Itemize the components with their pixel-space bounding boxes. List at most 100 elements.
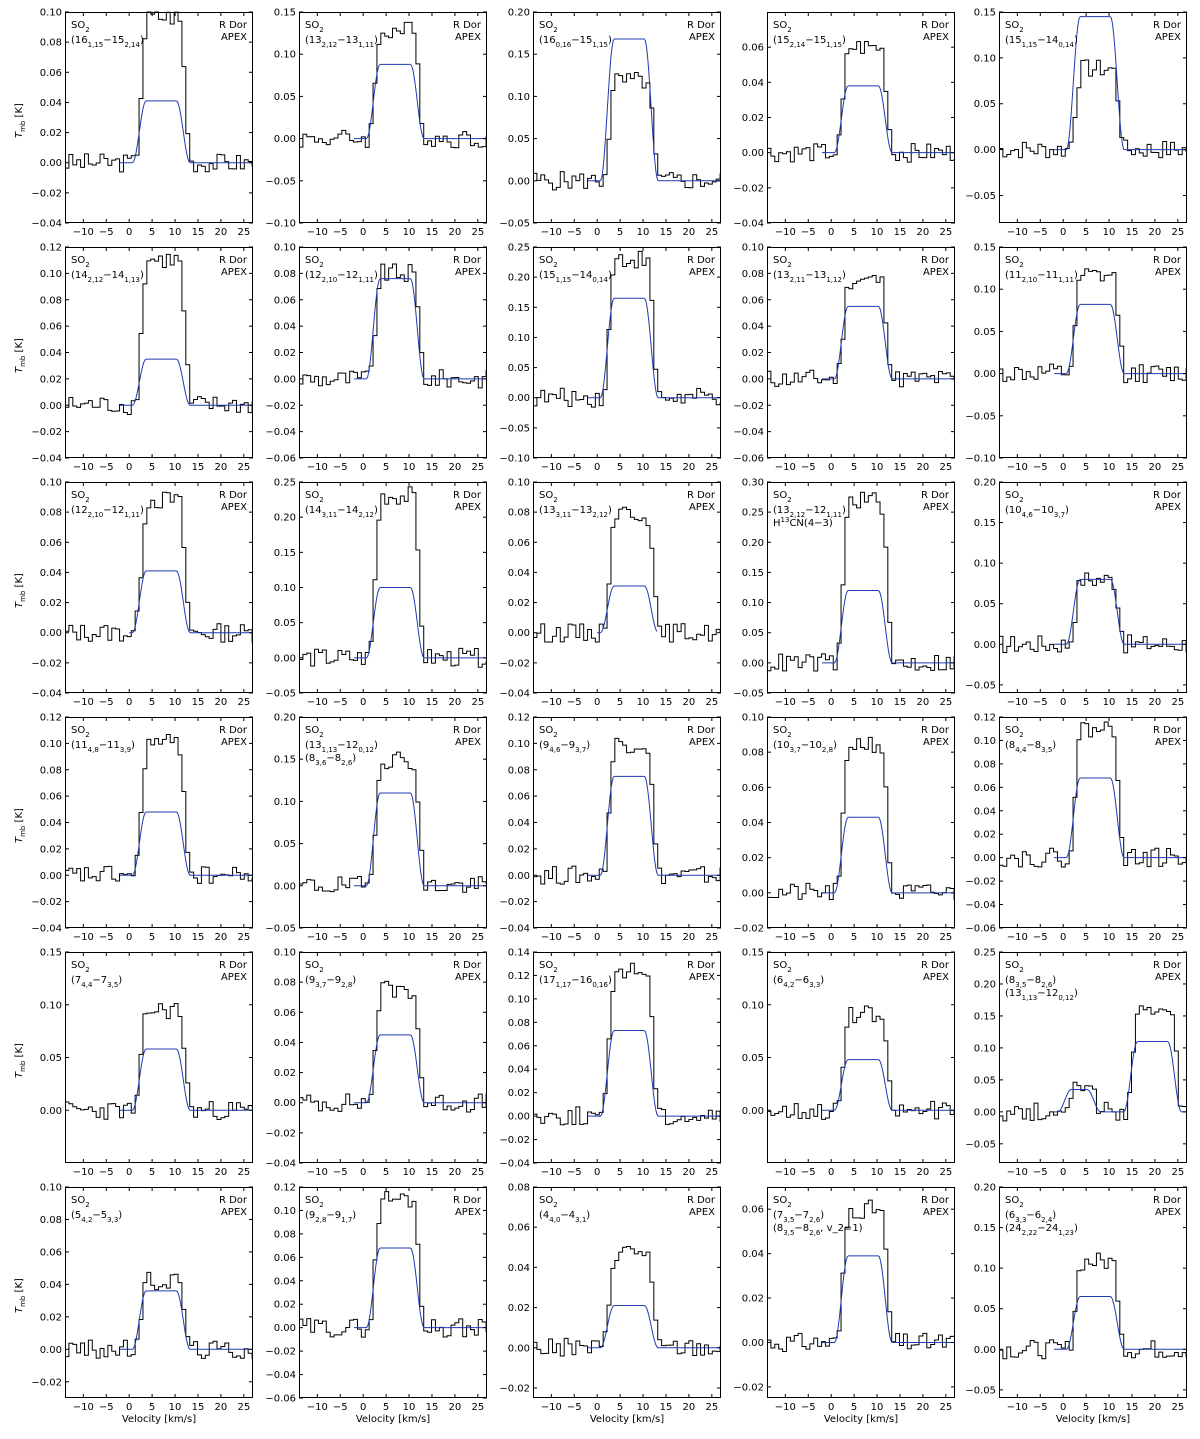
y-tick-label: 0.02 (274, 348, 296, 359)
x-tick-label: 25 (705, 227, 718, 238)
x-tick-label: −5 (567, 932, 582, 943)
x-tick-label: 5 (383, 462, 389, 473)
observed-spectrum (999, 268, 1187, 384)
x-tick-label: −10 (73, 932, 94, 943)
spectrum-panel: −10 −5 0 5 10 15 20 25 −0.04 −0.02 0.00 0.02 0.04 0.0… (499, 948, 721, 1178)
y-tick-label: 0.00 (40, 871, 62, 882)
transition-label: (83,5−82,6, v_2=1) (773, 1223, 863, 1237)
x-tick-label: 25 (939, 1167, 952, 1178)
source-label: R Dor (921, 725, 950, 736)
transition-label: (132,12−131,11) (305, 35, 378, 49)
spectrum-panel: −10 −5 0 5 10 15 20 25 −0.04 −0.02 0.00 0.02 0.04 0.0… (499, 478, 721, 708)
y-tick-label: −0.02 (733, 401, 764, 412)
y-tick-label: 0.10 (742, 243, 764, 254)
y-tick-label: 0.12 (40, 243, 62, 254)
species-label: SO2 (71, 255, 90, 269)
x-tick-label: 20 (215, 462, 228, 473)
species-label: SO2 (773, 20, 792, 34)
y-tick-label: −0.02 (499, 1383, 530, 1394)
model-spectrum (354, 278, 487, 380)
x-tick-label: −10 (541, 697, 562, 708)
x-tick-label: −5 (99, 462, 114, 473)
x-tick-label: 5 (383, 932, 389, 943)
observed-spectrum (533, 250, 721, 408)
y-tick-label: 0.06 (742, 783, 764, 794)
x-tick-label: −10 (307, 462, 328, 473)
x-tick-label: 25 (939, 697, 952, 708)
source-label: R Dor (453, 1195, 482, 1206)
x-tick-label: 10 (169, 697, 182, 708)
spectrum-plot: −10 −5 0 5 10 15 20 25 0.00 0.05 0.10 0.15 SO2(74,4−… (40, 948, 253, 1178)
y-tick-label: 0.04 (274, 322, 296, 333)
y-tick-label: 0.08 (40, 38, 62, 49)
transition-label: (84,4−83,5) (1005, 740, 1056, 754)
x-tick-label: 0 (126, 1402, 132, 1413)
y-tick-label: 0.06 (974, 783, 996, 794)
x-tick-label: 0 (828, 1402, 834, 1413)
x-tick-label: 15 (1126, 227, 1139, 238)
x-tick-label: 10 (403, 932, 416, 943)
species-label: SO2 (1005, 20, 1024, 34)
y-tick-label: 0.04 (974, 806, 996, 817)
y-tick-label: 0.00 (742, 374, 764, 385)
source-label: R Dor (687, 490, 716, 501)
model-spectrum (120, 1048, 253, 1111)
x-tick-label: −10 (541, 1167, 562, 1178)
x-tick-label: −10 (775, 462, 796, 473)
observed-spectrum (65, 733, 253, 884)
x-tick-label: 15 (426, 1402, 439, 1413)
y-tick-label: 0.05 (274, 618, 296, 629)
x-tick-label: 0 (828, 462, 834, 473)
y-tick-label: 0.10 (40, 478, 62, 489)
x-tick-label: 15 (1126, 462, 1139, 473)
y-tick-label: 0.02 (742, 348, 764, 359)
y-axis-label: Tmb [K] (14, 337, 27, 373)
x-tick-label: 20 (215, 932, 228, 943)
y-tick-label: 0.15 (974, 1223, 996, 1234)
x-tick-label: 5 (1083, 462, 1089, 473)
x-tick-label: 25 (939, 1402, 952, 1413)
species-label: SO2 (305, 960, 324, 974)
y-axis-label: Tmb [K] (14, 807, 27, 843)
source-label: R Dor (921, 490, 950, 501)
model-spectrum (354, 792, 487, 887)
x-tick-label: 25 (1171, 1167, 1184, 1178)
x-tick-label: 10 (871, 1402, 884, 1413)
x-tick-label: 5 (383, 697, 389, 708)
species-label: SO2 (305, 490, 324, 504)
transition-label: (122,10−121,11) (71, 505, 144, 519)
y-tick-label: 0.05 (274, 839, 296, 850)
spectrum-plot: −10 −5 0 5 10 15 20 25 −0.06 −0.04 −0.02 0.00 0.02 0.… (265, 243, 487, 473)
x-tick-label: 5 (617, 227, 623, 238)
telescope-label: APEX (221, 32, 247, 43)
x-tick-label: −5 (801, 1402, 816, 1413)
y-tick-label: −0.04 (499, 924, 530, 935)
y-tick-label: 0.10 (974, 559, 996, 570)
y-tick-label: 0.00 (508, 1112, 530, 1123)
y-tick-label: 0.00 (40, 401, 62, 412)
x-tick-label: 25 (1171, 227, 1184, 238)
source-label: R Dor (453, 255, 482, 266)
model-spectrum (1054, 1296, 1187, 1350)
species-label: SO2 (71, 490, 90, 504)
x-tick-label: −10 (775, 697, 796, 708)
x-tick-label: 5 (851, 932, 857, 943)
source-label: R Dor (921, 255, 950, 266)
x-tick-label: 15 (426, 697, 439, 708)
source-label: R Dor (1153, 960, 1182, 971)
x-tick-label: −5 (333, 462, 348, 473)
y-tick-label: −0.04 (265, 1159, 296, 1170)
telescope-label: APEX (1155, 737, 1181, 748)
y-tick-label: 0.02 (742, 113, 764, 124)
x-tick-label: −10 (541, 462, 562, 473)
x-tick-label: −10 (307, 932, 328, 943)
telescope-label: APEX (923, 1207, 949, 1218)
x-tick-label: 15 (660, 227, 673, 238)
plot-frame (999, 247, 1187, 458)
y-tick-label: 0.08 (274, 269, 296, 280)
y-tick-label: 0.20 (974, 979, 996, 990)
y-tick-label: 0.06 (508, 538, 530, 549)
spectrum-plot: −10 −5 0 5 10 15 20 25 −0.04 −0.02 0.00 0.02 0.04 0.0… (31, 8, 253, 238)
y-tick-label: 0.06 (40, 68, 62, 79)
